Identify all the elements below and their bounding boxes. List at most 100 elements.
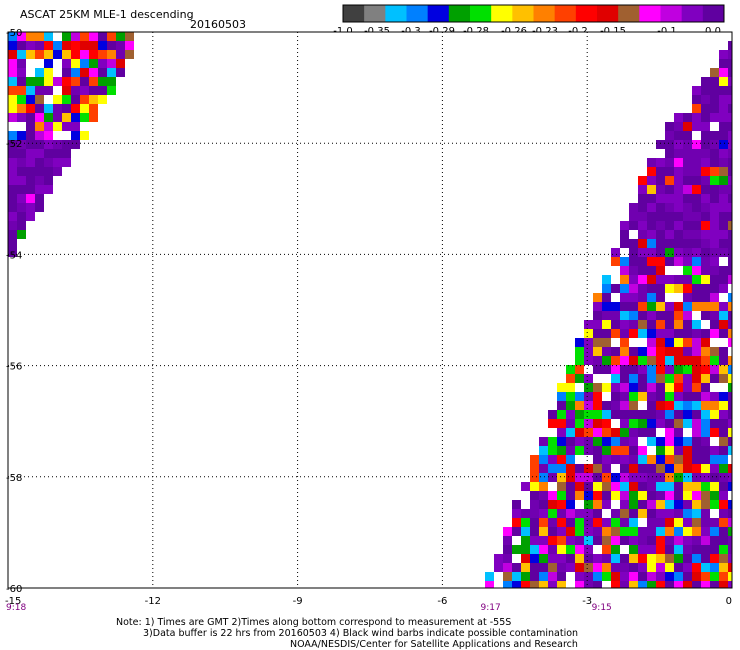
data-cell xyxy=(593,464,602,473)
data-cell xyxy=(575,365,584,374)
data-cell xyxy=(710,482,719,491)
data-cell xyxy=(710,410,719,419)
data-cell xyxy=(647,392,656,401)
x-tick-label: -6 xyxy=(437,596,447,607)
data-cell xyxy=(566,509,575,518)
data-cell xyxy=(584,401,593,410)
data-cell xyxy=(44,50,53,59)
data-cell xyxy=(602,536,611,545)
data-cell xyxy=(53,32,62,41)
data-cell xyxy=(683,131,692,140)
data-cell xyxy=(701,230,710,239)
data-cell xyxy=(701,311,710,320)
data-cell xyxy=(674,491,683,500)
data-cell xyxy=(548,581,557,588)
data-cell xyxy=(728,518,732,527)
data-cell xyxy=(638,293,647,302)
data-cell xyxy=(692,419,701,428)
data-cell xyxy=(674,230,683,239)
data-cell xyxy=(647,437,656,446)
data-cell xyxy=(35,77,44,86)
data-cell xyxy=(575,482,584,491)
data-cell xyxy=(548,563,557,572)
data-cell xyxy=(656,491,665,500)
data-cell xyxy=(728,149,732,158)
data-cell xyxy=(512,572,521,581)
data-cell xyxy=(98,86,107,95)
data-cell xyxy=(719,554,728,563)
data-cell xyxy=(80,113,89,122)
data-cell xyxy=(35,59,44,68)
data-cell xyxy=(638,347,647,356)
data-cell xyxy=(548,437,557,446)
data-cell xyxy=(17,185,26,194)
data-cell xyxy=(674,464,683,473)
note-line-3: NOAA/NESDIS/Center for Satellite Applica… xyxy=(290,639,578,650)
data-cell xyxy=(584,491,593,500)
data-cell xyxy=(728,59,732,68)
data-cell xyxy=(548,482,557,491)
data-cell xyxy=(71,113,80,122)
data-cell xyxy=(566,527,575,536)
data-cell xyxy=(719,311,728,320)
data-cell xyxy=(692,347,701,356)
data-cell xyxy=(521,572,530,581)
data-cell xyxy=(35,158,44,167)
data-cell xyxy=(575,500,584,509)
data-cell xyxy=(557,401,566,410)
data-cell xyxy=(701,203,710,212)
data-cell xyxy=(62,68,71,77)
data-cell xyxy=(710,203,719,212)
x-tick-label: -15 xyxy=(5,596,21,607)
data-cell xyxy=(719,392,728,401)
data-cell xyxy=(638,212,647,221)
data-cell xyxy=(44,158,53,167)
data-cell xyxy=(17,131,26,140)
data-cell xyxy=(44,167,53,176)
data-cell xyxy=(647,347,656,356)
data-cell xyxy=(674,446,683,455)
data-cell xyxy=(656,365,665,374)
data-cell xyxy=(566,437,575,446)
data-cell xyxy=(692,149,701,158)
scale-swatch xyxy=(618,5,640,22)
data-cell xyxy=(629,473,638,482)
data-cell xyxy=(683,248,692,257)
data-cell xyxy=(719,167,728,176)
data-cell xyxy=(584,347,593,356)
data-cell xyxy=(521,482,530,491)
data-cell xyxy=(638,473,647,482)
data-cell xyxy=(683,221,692,230)
data-cell xyxy=(107,41,116,50)
data-cell xyxy=(638,383,647,392)
data-cell xyxy=(656,518,665,527)
data-cell xyxy=(719,509,728,518)
data-cell xyxy=(602,545,611,554)
data-cell xyxy=(719,284,728,293)
data-cell xyxy=(575,437,584,446)
data-cell xyxy=(629,554,638,563)
data-cell xyxy=(26,158,35,167)
data-cell xyxy=(512,581,521,588)
data-cell xyxy=(710,491,719,500)
data-cell xyxy=(692,203,701,212)
data-cell xyxy=(584,383,593,392)
data-cell xyxy=(620,230,629,239)
data-cell xyxy=(593,374,602,383)
data-cell xyxy=(620,383,629,392)
data-cell xyxy=(26,122,35,131)
data-cell xyxy=(656,293,665,302)
data-cell xyxy=(602,302,611,311)
time-label: 9:15 xyxy=(592,603,612,613)
data-cell xyxy=(620,284,629,293)
data-cell xyxy=(665,293,674,302)
data-cell xyxy=(530,518,539,527)
data-cell xyxy=(593,455,602,464)
data-cell xyxy=(665,563,674,572)
data-cell xyxy=(521,536,530,545)
data-cell xyxy=(71,122,80,131)
data-cell xyxy=(638,194,647,203)
scale-swatch xyxy=(364,5,386,22)
data-cell xyxy=(701,239,710,248)
data-cell xyxy=(566,482,575,491)
